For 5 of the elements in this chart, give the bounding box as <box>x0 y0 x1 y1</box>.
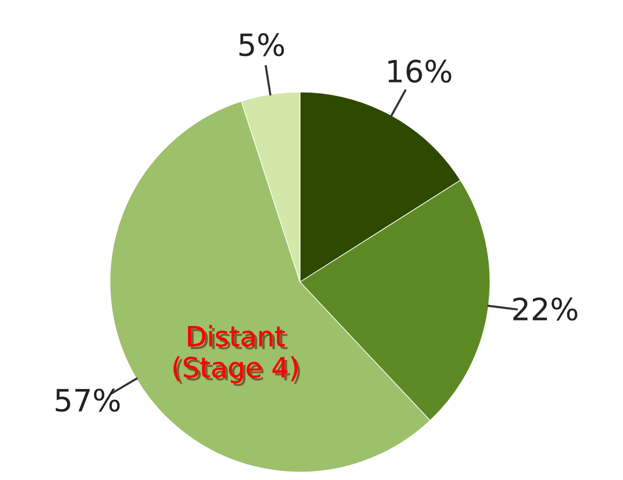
data-label: 16% <box>388 60 452 83</box>
text: Distant (Stage 4) <box>174 325 300 386</box>
data-label: 22% <box>513 298 578 321</box>
data-label: 5% <box>239 33 284 56</box>
data-label: 57% <box>56 388 120 412</box>
